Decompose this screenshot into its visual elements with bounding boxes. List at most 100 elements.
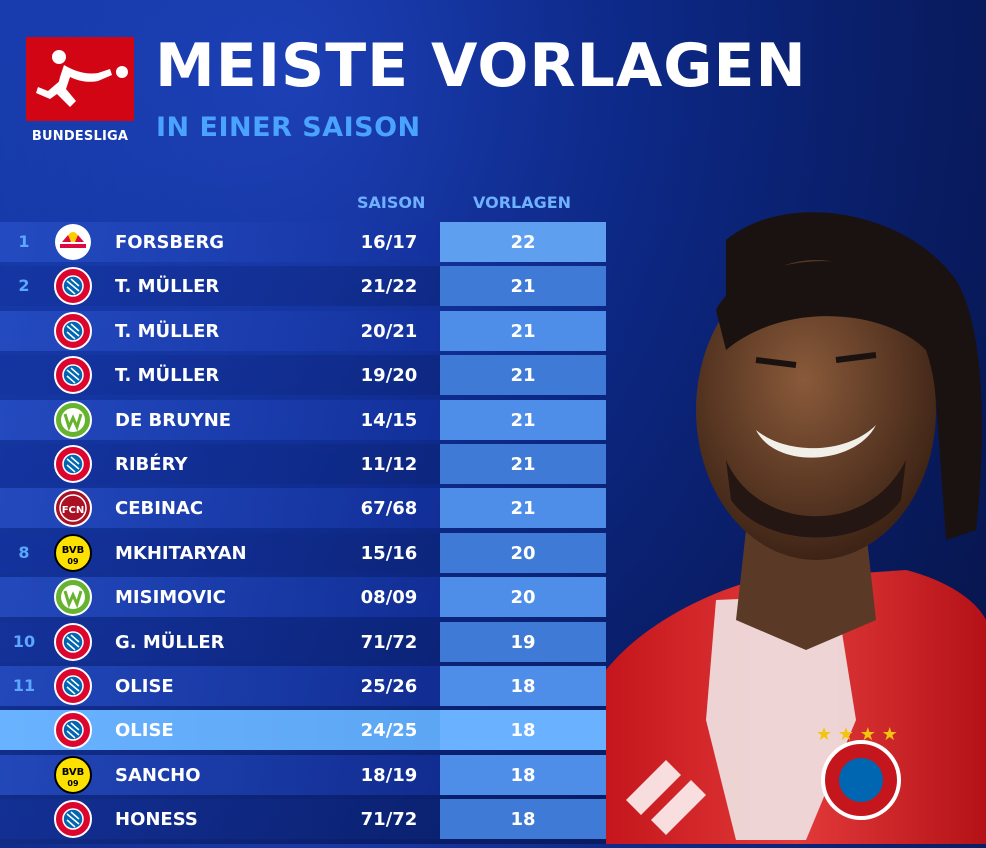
assists-count: 18	[510, 720, 536, 742]
season: 16/17	[360, 232, 418, 253]
fc-bayern-icon	[54, 711, 92, 750]
player-name: T. MÜLLER	[115, 365, 220, 387]
season: 19/20	[360, 365, 418, 387]
fc-bayern-icon	[54, 267, 92, 306]
table-row: T. MÜLLER 20/21 21	[0, 310, 606, 351]
rank: 10	[12, 631, 36, 651]
player-name: G. MÜLLER	[115, 631, 225, 653]
assists-count: 22	[510, 232, 536, 253]
rank: 1	[18, 232, 30, 251]
svg-text:09: 09	[67, 779, 79, 788]
season: 08/09	[360, 587, 418, 609]
fc-bayern-icon	[54, 800, 92, 839]
vfl-wolfsburg-icon	[54, 400, 92, 439]
assists-cell-background	[440, 665, 606, 706]
table-row: T. MÜLLER 19/20 21	[0, 355, 606, 396]
player-photo: ★ ★ ★ ★	[606, 200, 986, 844]
assists-count: 21	[510, 453, 536, 475]
season: 15/16	[360, 542, 418, 564]
table-row: 8 BVB 09 MKHITARYAN 15/16 20	[0, 532, 606, 573]
player-name: HONESS	[115, 809, 198, 831]
player-name: OLISE	[115, 675, 174, 697]
player-name: MKHITARYAN	[115, 542, 247, 564]
fc-bayern-icon	[54, 666, 92, 705]
page-subtitle: IN EINER SAISON	[156, 112, 421, 143]
assists-cell-background	[440, 355, 606, 396]
assists-count: 20	[510, 542, 536, 564]
assists-count: 18	[510, 809, 536, 831]
season: 14/15	[360, 409, 418, 431]
assists-count: 19	[510, 631, 536, 653]
svg-text:★ ★ ★ ★: ★ ★ ★ ★	[816, 724, 898, 745]
assists-count: 21	[510, 498, 536, 520]
assists-count: 18	[510, 764, 536, 786]
table-row: DE BRUYNE 14/15 21	[0, 399, 606, 440]
rb-leipzig-icon	[54, 223, 92, 261]
table-row: MISIMOVIC 08/09 20	[0, 577, 606, 618]
season: 67/68	[360, 498, 418, 520]
table-row: 2 T. MÜLLER 21/22 21	[0, 266, 606, 307]
assists-cell-background	[440, 532, 606, 573]
player-name: FORSBERG	[115, 232, 225, 253]
svg-text:09: 09	[67, 557, 79, 566]
season: 24/25	[360, 720, 418, 742]
bundesliga-logo-mark	[26, 37, 134, 121]
table-row: RIBÉRY 11/12 21	[0, 443, 606, 484]
assists-cell-background	[440, 488, 606, 529]
assists-count: 18	[510, 675, 536, 697]
table-row: 10 G. MÜLLER 71/72 19	[0, 621, 606, 662]
player-name: DE BRUYNE	[115, 409, 232, 431]
table-row: BVB 09 SANCHO 18/19 18	[0, 754, 606, 795]
season: 71/72	[360, 809, 418, 831]
assists-cell-background	[440, 443, 606, 484]
season: 18/19	[360, 764, 418, 786]
assists-cell-background	[440, 222, 606, 262]
season: 20/21	[360, 320, 418, 342]
table-row: 11 OLISE 25/26 18	[0, 665, 606, 706]
fc-bayern-icon	[54, 622, 92, 661]
fc-bayern-icon	[54, 356, 92, 395]
bvb-icon: BVB 09	[54, 533, 92, 572]
player-name: MISIMOVIC	[115, 587, 226, 609]
assists-cell-background	[440, 577, 606, 618]
assists-count: 21	[510, 365, 536, 387]
assists-cell-background	[440, 310, 606, 351]
assists-count: 20	[510, 587, 536, 609]
assists-cell-background	[440, 621, 606, 662]
player-name: T. MÜLLER	[115, 320, 220, 342]
svg-text:BVB: BVB	[62, 545, 85, 556]
assists-table: 1 FORSBERG 16/17 22 2 T. MÜLLER 21/22 21 T. MÜLL…	[0, 222, 606, 843]
player-name: CEBINAC	[115, 498, 204, 520]
table-row: OLISE 24/25 18	[0, 710, 606, 751]
fc-bayern-icon	[54, 444, 92, 483]
column-header-assists: VORLAGEN	[473, 193, 572, 212]
page-title: MEISTE VORLAGEN	[155, 31, 807, 101]
player-name: SANCHO	[115, 764, 201, 786]
svg-text:FCN: FCN	[62, 505, 85, 516]
assists-cell-background	[440, 799, 606, 840]
season: 71/72	[360, 631, 418, 653]
rank: 11	[12, 675, 36, 695]
column-header-season: SAISON	[357, 193, 426, 212]
brand-label: BUNDESLIGA	[31, 129, 129, 144]
assists-cell-background	[440, 266, 606, 307]
bvb-icon: BVB 09	[54, 755, 92, 794]
season: 11/12	[360, 453, 418, 475]
season: 25/26	[360, 675, 418, 697]
fc-nuernberg-icon: FCN	[54, 489, 92, 528]
assists-cell-background	[440, 399, 606, 440]
table-row: HONESS 71/72 18	[0, 799, 606, 840]
assists-count: 21	[510, 276, 536, 298]
rank: 8	[18, 542, 30, 562]
player-name: T. MÜLLER	[115, 276, 220, 298]
player-name: OLISE	[115, 720, 174, 742]
table-row: 1 FORSBERG 16/17 22	[0, 222, 606, 262]
vfl-wolfsburg-icon	[54, 578, 92, 617]
table-row: FCN CEBINAC 67/68 21	[0, 488, 606, 529]
assists-cell-background	[440, 754, 606, 795]
assists-count: 21	[510, 320, 536, 342]
season: 21/22	[360, 276, 418, 298]
svg-text:BVB: BVB	[62, 767, 85, 778]
bundesliga-logo: BUNDESLIGA	[26, 37, 134, 147]
rank: 2	[18, 276, 30, 296]
